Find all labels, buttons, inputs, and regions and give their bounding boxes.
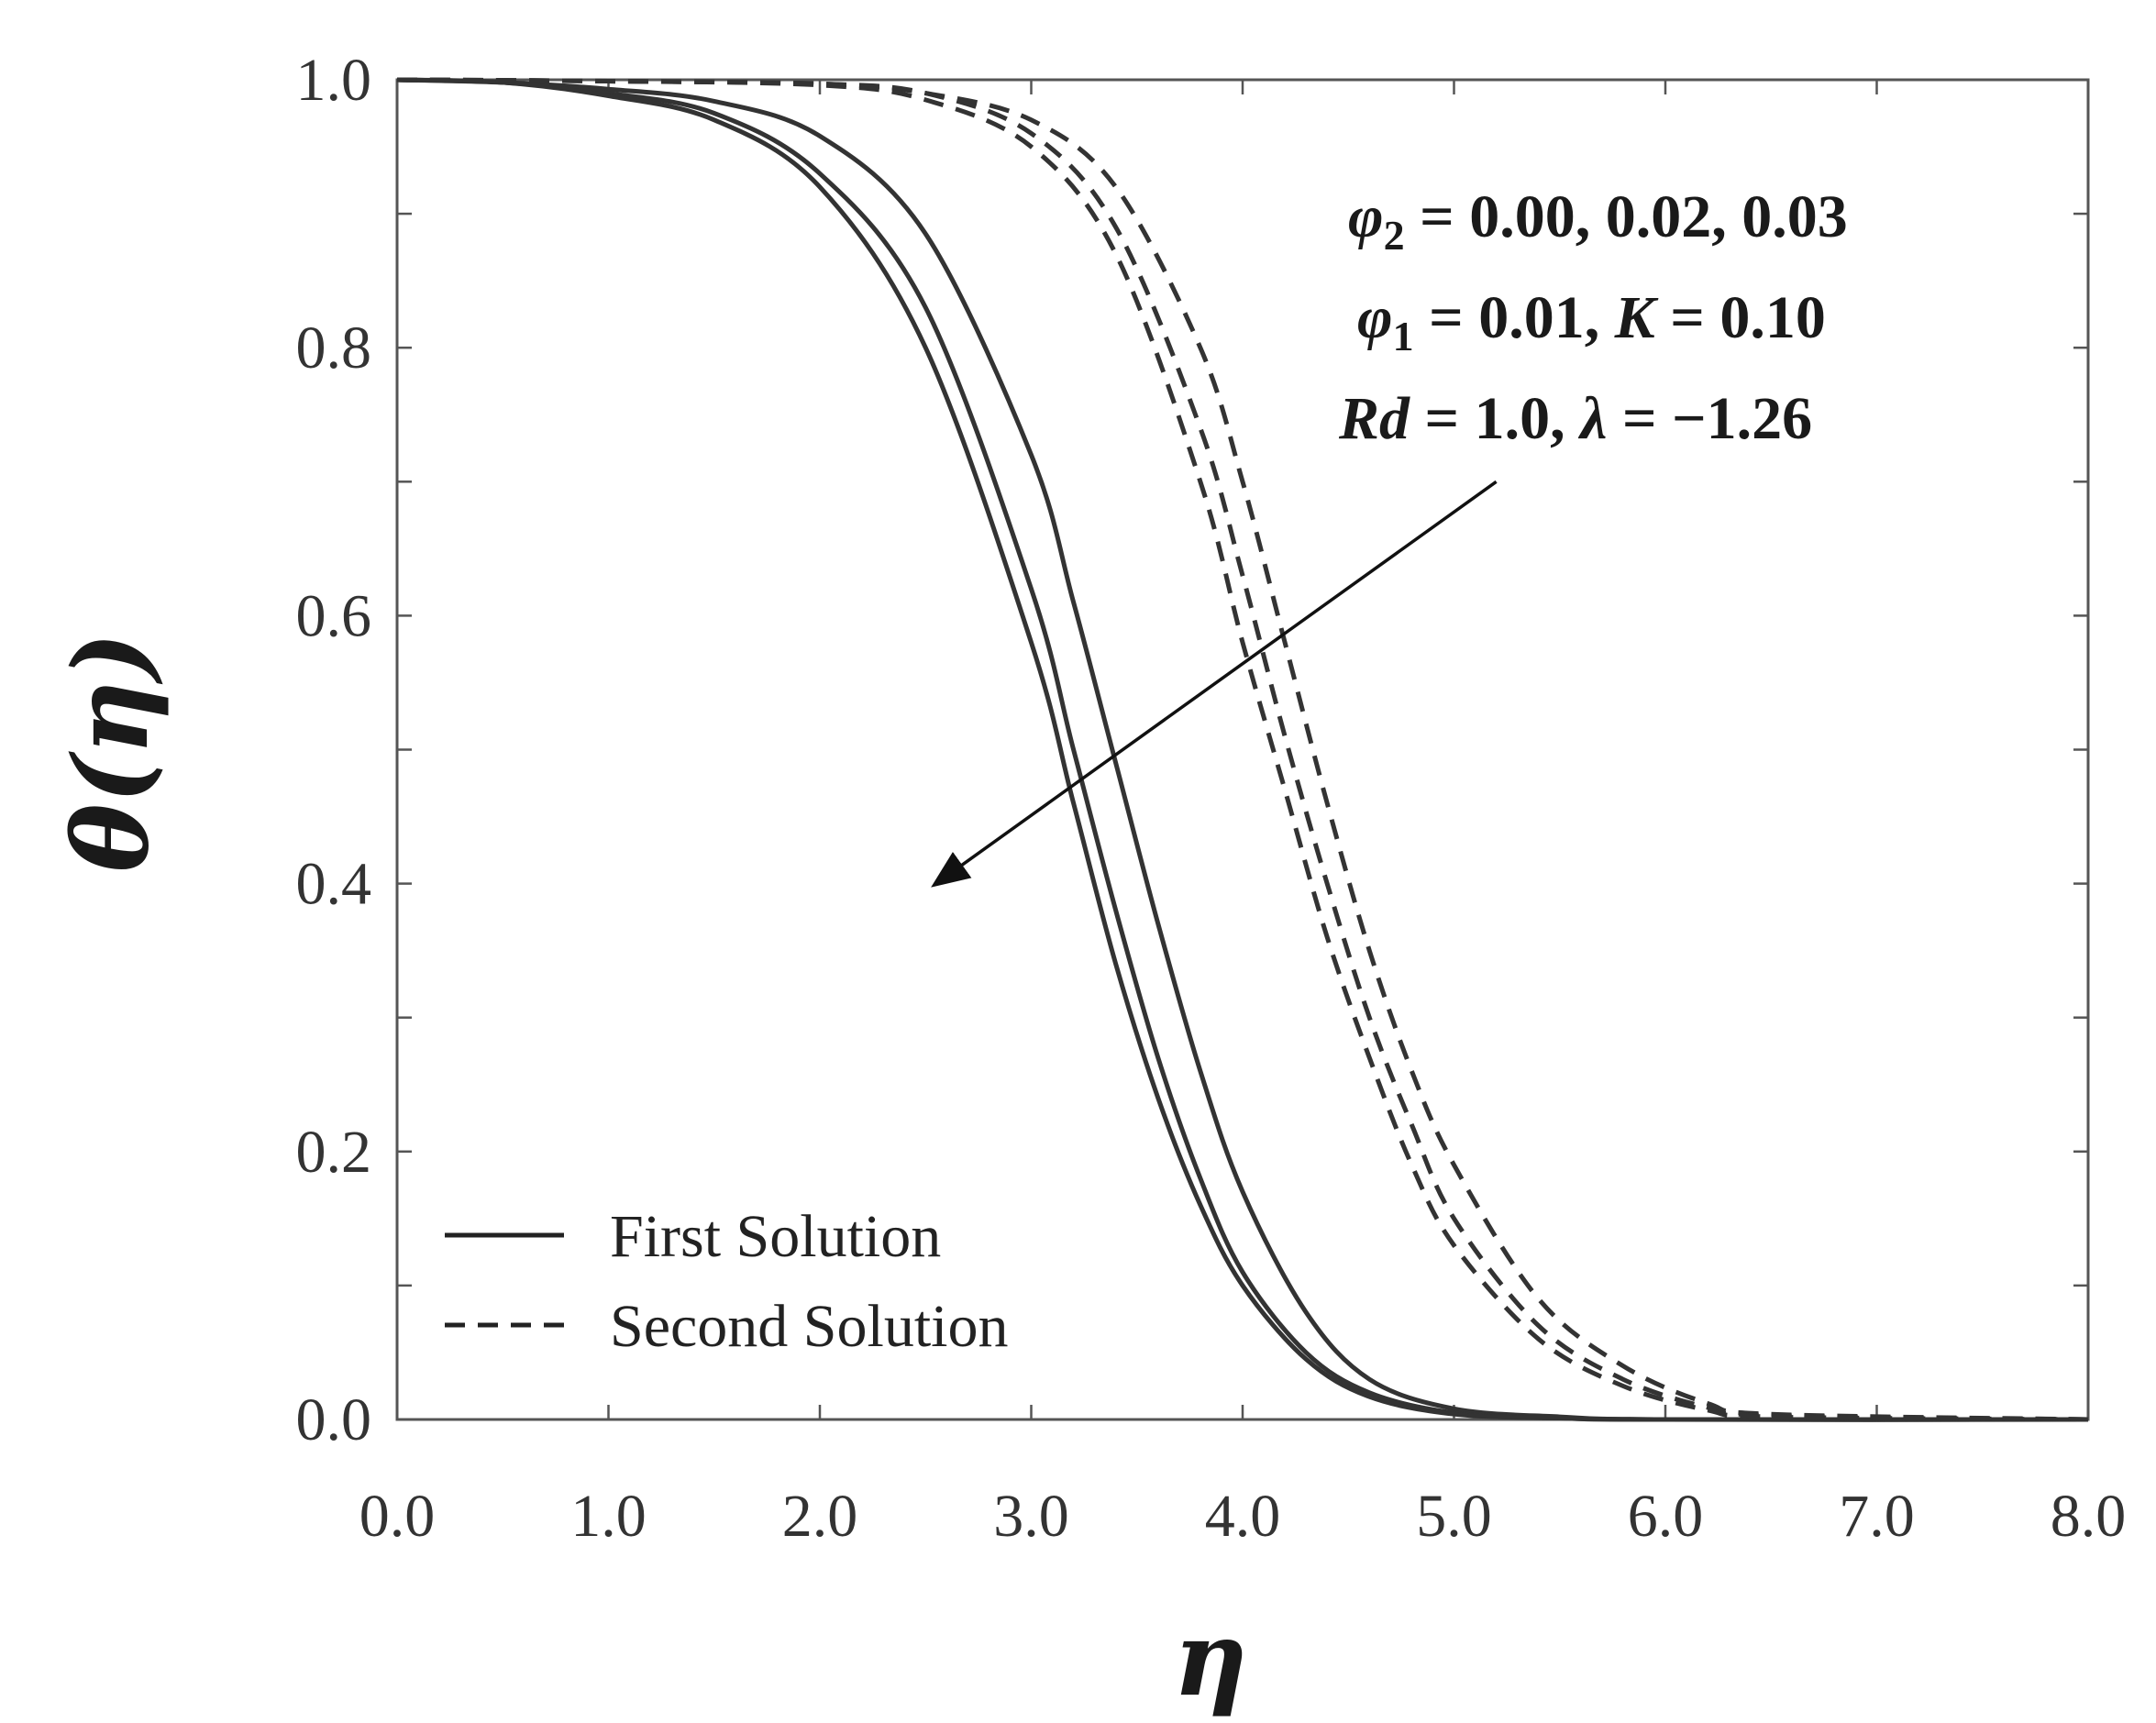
x-tick-label: 4.0 bbox=[1205, 1483, 1281, 1550]
legend-label-first-solution: First Solution bbox=[610, 1203, 941, 1270]
legend-label-second-solution: Second Solution bbox=[610, 1293, 1009, 1360]
y-tick-label: 1.0 bbox=[296, 47, 372, 114]
y-tick-label: 0.0 bbox=[296, 1386, 372, 1453]
x-axis-label: η bbox=[1173, 1599, 1247, 1719]
annotation-k-value: = 0.10 bbox=[1655, 284, 1826, 351]
y-tick-label: 0.6 bbox=[296, 582, 372, 649]
x-tick-label: 5.0 bbox=[1416, 1483, 1492, 1550]
trend-arrow bbox=[931, 480, 1498, 888]
annotation-line-2: φ1 = 0.01, K = 0.10 bbox=[1357, 284, 1826, 359]
annotation-k-symbol: K bbox=[1614, 284, 1659, 351]
axes: 0.0 1.0 2.0 3.0 4.0 5.0 6.0 7.0 8.0 0.0 0.2 0.4 0.6 0… bbox=[296, 47, 2127, 1550]
x-tick-label: 7.0 bbox=[1839, 1483, 1915, 1550]
parameter-annotation: φ2 = 0.00, 0.02, 0.03 φ1 = 0.01, K = 0.1… bbox=[931, 183, 1848, 888]
legend: First Solution Second Solution bbox=[445, 1203, 1009, 1360]
annotation-lambda-value: = −1.26 bbox=[1607, 385, 1812, 452]
second-solution-line-2 bbox=[396, 77, 2089, 1422]
y-axis-label: θ(η) bbox=[51, 632, 171, 872]
annotation-phi1-subscript: 1 bbox=[1393, 313, 1414, 359]
second-solution-line-1 bbox=[396, 77, 2089, 1422]
x-tick-label: 2.0 bbox=[782, 1483, 858, 1550]
y-tick-label: 0.2 bbox=[296, 1119, 372, 1186]
x-tick-label: 1.0 bbox=[570, 1483, 647, 1550]
annotation-lambda-symbol: λ bbox=[1577, 385, 1607, 452]
annotation-phi2-symbol: φ bbox=[1348, 183, 1384, 250]
annotation-phi1-symbol: φ bbox=[1357, 284, 1393, 351]
y-tick-label: 0.4 bbox=[296, 851, 372, 918]
y-tick-label: 0.8 bbox=[296, 315, 372, 381]
annotation-line-3: Rd = 1.0, λ = −1.26 bbox=[1338, 385, 1812, 452]
annotation-phi2-subscript: 2 bbox=[1384, 212, 1405, 259]
series-lines bbox=[396, 77, 2089, 1422]
first-solution-line-3 bbox=[396, 77, 2089, 1422]
annotation-rd-symbol: Rd bbox=[1338, 385, 1410, 452]
x-tick-label: 8.0 bbox=[2051, 1483, 2127, 1550]
x-tick-label: 0.0 bbox=[359, 1483, 436, 1550]
annotation-rd-value: = 1.0, bbox=[1410, 385, 1580, 452]
annotation-phi1-value: = 0.01, bbox=[1414, 284, 1615, 351]
x-tick-label: 6.0 bbox=[1628, 1483, 1704, 1550]
second-solution-line-3 bbox=[396, 77, 2089, 1422]
annotation-phi2-values: = 0.00, 0.02, 0.03 bbox=[1405, 183, 1848, 250]
annotation-line-1: φ2 = 0.00, 0.02, 0.03 bbox=[1348, 183, 1848, 259]
x-tick-label: 3.0 bbox=[993, 1483, 1069, 1550]
